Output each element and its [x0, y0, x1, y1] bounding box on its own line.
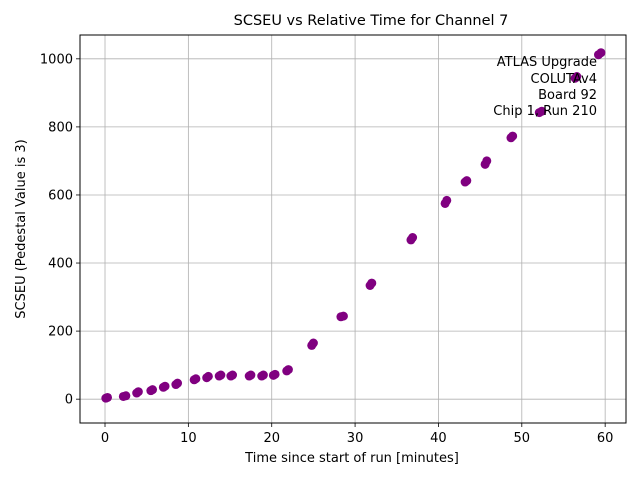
x-tick-label: 40 — [430, 431, 447, 446]
y-tick-label: 1000 — [40, 52, 73, 67]
data-point — [408, 233, 418, 243]
annotation-box: ATLAS Upgrade COLUTAv4 Board 92 Chip 1, … — [493, 55, 597, 119]
plot-frame — [79, 34, 627, 424]
x-axis-ticks: 0 10 20 30 40 50 60 — [101, 423, 614, 446]
data-point — [482, 156, 492, 166]
data-point — [462, 176, 472, 186]
data-point — [203, 371, 213, 381]
data-point — [442, 195, 452, 205]
y-tick-label: 600 — [48, 188, 73, 203]
y-axis-ticks: 0 200 400 600 800 1000 — [40, 52, 80, 408]
data-point — [133, 387, 143, 397]
data-point — [270, 369, 280, 379]
data-point — [148, 385, 158, 395]
data-point — [596, 48, 606, 58]
y-tick-label: 200 — [48, 325, 73, 340]
annotation-line-2: COLUTAv4 — [531, 72, 597, 87]
data-point — [173, 378, 183, 388]
data-point — [121, 391, 131, 401]
grid-lines — [80, 35, 626, 423]
data-point — [308, 338, 318, 348]
x-tick-label: 20 — [263, 431, 280, 446]
x-tick-label: 50 — [514, 431, 531, 446]
x-axis-label: Time since start of run [minutes] — [244, 451, 459, 466]
x-tick-label: 0 — [101, 431, 109, 446]
data-point — [508, 131, 518, 141]
x-tick-label: 30 — [347, 431, 364, 446]
annotation-line-1: ATLAS Upgrade — [497, 55, 597, 70]
x-tick-label: 10 — [180, 431, 197, 446]
y-tick-label: 400 — [48, 257, 73, 272]
data-point — [572, 72, 582, 82]
data-point — [537, 106, 547, 116]
y-axis-label: SCSEU (Pedestal Value is 3) — [14, 139, 29, 318]
data-point — [367, 278, 377, 288]
data-point — [246, 370, 256, 380]
data-point — [228, 370, 238, 380]
data-point — [338, 311, 348, 321]
chart-title: SCSEU vs Relative Time for Channel 7 — [234, 13, 509, 29]
data-point — [191, 374, 201, 384]
data-point — [160, 381, 170, 391]
annotation-line-4: Chip 1, Run 210 — [493, 104, 597, 119]
data-point — [216, 370, 226, 380]
data-point — [283, 365, 293, 375]
y-tick-label: 0 — [65, 393, 73, 408]
annotation-line-3: Board 92 — [538, 88, 597, 103]
x-tick-label: 60 — [597, 431, 614, 446]
data-point — [258, 370, 268, 380]
data-point — [103, 392, 113, 402]
data-points — [101, 48, 606, 403]
y-tick-label: 800 — [48, 120, 73, 135]
